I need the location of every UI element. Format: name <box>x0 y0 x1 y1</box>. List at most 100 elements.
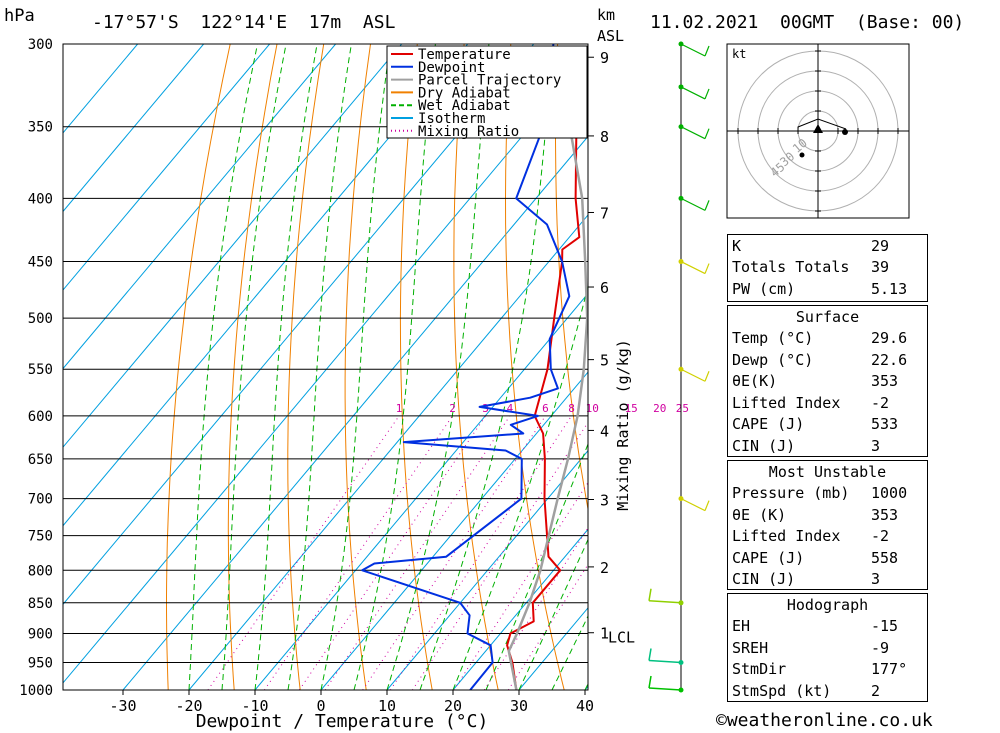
index-row: PW (cm) 5.13 <box>728 278 927 300</box>
legend-box <box>386 45 588 139</box>
series-dewpoint <box>361 44 571 690</box>
wet-adiabat <box>551 614 588 690</box>
index-row: CIN (J) 3 <box>728 435 927 457</box>
index-row: Lifted Index -2 <box>728 526 927 548</box>
wind-barb <box>648 659 682 664</box>
isotherm <box>63 44 535 606</box>
index-value: 3 <box>871 436 881 455</box>
isotherm <box>386 449 588 690</box>
wet-adiabat <box>485 442 588 690</box>
plot-frame <box>62 43 589 691</box>
km-tick-label: 1 <box>600 625 609 643</box>
dry-adiabat <box>166 44 231 690</box>
x-axis-label: Dewpoint / Temperature (°C) <box>196 711 489 732</box>
section-title: Hodograph <box>786 595 869 614</box>
dry-adiabat <box>932 44 1000 690</box>
wind-barb <box>648 588 652 601</box>
wet-adiabat <box>452 283 588 690</box>
wind-barb <box>704 88 710 100</box>
index-row: CIN (J) 3 <box>728 569 927 591</box>
index-row: CAPE (J) 533 <box>728 414 927 436</box>
wet-adiabat <box>518 538 588 690</box>
wind-barb <box>680 498 706 512</box>
wind-barb <box>648 675 652 689</box>
index-row: StmDir 177° <box>728 659 927 681</box>
km-tick-label: 2 <box>600 559 609 577</box>
pressure-tick-label: 500 <box>28 311 53 327</box>
series-temperature <box>506 126 581 690</box>
wind-barb <box>704 371 710 382</box>
dry-adiabat <box>344 44 371 690</box>
km-tick-label: 6 <box>600 279 609 297</box>
km-tick-label: 7 <box>600 204 609 222</box>
isotherm <box>254 292 588 690</box>
mixing-ratio-line <box>324 415 511 690</box>
isotherm <box>63 44 271 291</box>
series-lines <box>361 44 588 690</box>
index-value: 3 <box>871 570 881 589</box>
km-label: km <box>597 6 616 24</box>
index-row: CAPE (J) 558 <box>728 547 927 569</box>
km-tick-label: 4 <box>600 422 609 440</box>
index-label: PW (cm) <box>732 279 796 298</box>
index-label: K <box>732 236 742 255</box>
index-row: Temp (°C) 29.6 <box>728 328 927 350</box>
hodograph-box: Hodograph EH -15 SREH -9 StmDir 177° StmSpd (kt… <box>727 593 928 702</box>
legend-label: Dry Adiabat <box>418 85 511 101</box>
pressure-tick-label: 650 <box>28 452 53 468</box>
axes: -30 -20 -10 0 10 20 30 40 1 2 3 4 5 6 7 8 9 LCL <box>109 49 635 715</box>
dry-adiabat <box>287 44 325 690</box>
isotherm <box>63 44 403 448</box>
index-label: Lifted Index <box>732 393 841 412</box>
index-value: 558 <box>871 548 899 567</box>
index-label: StmSpd (kt) <box>732 681 832 700</box>
index-row: K 29 <box>728 235 927 257</box>
index-value: 177° <box>871 660 908 679</box>
legend-label: Dewpoint <box>418 60 485 76</box>
x-tick-label: 10 <box>378 697 396 715</box>
x-tick-label: 0 <box>316 697 325 715</box>
indices-box: K 29 Totals Totals 39 PW (cm) 5.13 <box>727 234 928 302</box>
pressure-tick-label: 800 <box>28 563 53 579</box>
isotherm <box>320 371 588 690</box>
index-row: Dewp (°C) 22.6 <box>728 349 927 371</box>
pressure-tick-label: 750 <box>28 529 53 545</box>
index-label: SREH <box>732 638 769 657</box>
index-label: θE(K) <box>732 372 778 391</box>
wind-barb <box>680 43 706 57</box>
index-label: StmDir <box>732 660 787 679</box>
index-value: 39 <box>871 258 890 277</box>
hodograph-trace <box>797 118 847 131</box>
wind-barb <box>680 261 706 275</box>
pressure-tick-label: 950 <box>28 655 53 671</box>
hodograph-point <box>842 129 848 135</box>
surface-box: Surface Temp (°C) 29.6 Dewp (°C) 22.6 θE(K) 35… <box>727 305 928 457</box>
index-value: -9 <box>871 638 890 657</box>
pressure-tick-label: 850 <box>28 596 53 612</box>
x-tick-label: -10 <box>241 697 268 715</box>
index-value: 22.6 <box>871 350 908 369</box>
mixing-ratio-tick-label: 1 <box>396 402 403 415</box>
wind-barb <box>680 197 706 211</box>
index-label: Temp (°C) <box>732 329 814 348</box>
mixing-ratio-line <box>298 415 487 690</box>
mixing-ratio-tick-label: 10 <box>586 402 599 415</box>
storm-motion-marker <box>813 124 823 133</box>
index-label: CAPE (J) <box>732 415 805 434</box>
wind-barb <box>680 368 706 382</box>
section-title: Most Unstable <box>768 462 887 481</box>
index-label: EH <box>732 617 751 636</box>
mixing-ratio-labels: 1 2 3 4 6 8 10 15 20 25 <box>396 402 689 415</box>
x-tick-label: -30 <box>109 697 136 715</box>
mixing-ratio-tick-label: 8 <box>568 402 575 415</box>
x-tick-label: -20 <box>175 697 202 715</box>
legend-label: Mixing Ratio <box>418 124 519 140</box>
wind-barb <box>680 86 706 100</box>
wind-barb <box>704 45 710 57</box>
index-label: Lifted Index <box>732 527 841 546</box>
pressure-tick-label: 600 <box>28 409 53 425</box>
index-row: SREH -9 <box>728 637 927 659</box>
